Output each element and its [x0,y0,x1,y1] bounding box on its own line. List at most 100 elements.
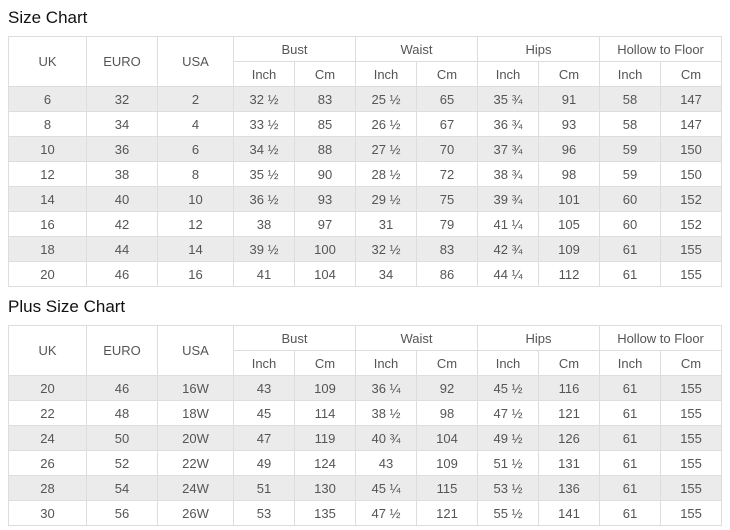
table-cell: 60 [599,186,662,212]
table-cell: 112 [538,261,601,287]
table-cell: 34 ½ [233,136,295,162]
table-cell: 39 ½ [233,236,295,262]
unit-header-waist-cm: Cm [416,61,479,87]
table-cell: 38 [233,211,295,237]
table-cell: 48 [86,400,158,426]
table-cell: 100 [293,236,357,262]
table-cell: 79 [416,211,479,237]
table-row: 30 56 26W 53 135 47 ½ 121 55 ½ 141 61 155 [8,500,723,526]
table-cell: 12 [8,161,87,187]
size-chart-table-body: 6 32 2 32 ½ 83 25 ½ 65 35 ¾ 91 58 147 8 34 4 33 ½ 85 26 … [8,86,723,287]
table-cell: 44 [86,236,158,262]
table-cell: 152 [660,186,723,212]
table-cell: 38 [86,161,158,187]
table-cell: 18W [157,400,234,426]
table-cell: 121 [416,500,479,526]
column-group-hips: Hips [477,36,601,62]
column-header-usa: USA [157,325,234,376]
table-cell: 59 [599,161,662,187]
table-cell: 109 [538,236,601,262]
table-cell: 31 [355,211,418,237]
column-header-usa: USA [157,36,234,87]
table-cell: 155 [660,236,723,262]
table-cell: 121 [538,400,601,426]
table-cell: 26 ½ [355,111,418,137]
column-header-uk: UK [8,36,87,87]
table-cell: 61 [599,475,662,501]
table-cell: 4 [157,111,234,137]
table-cell: 150 [660,161,723,187]
table-cell: 109 [416,450,479,476]
table-cell: 155 [660,450,723,476]
plus-size-chart-title: Plus Size Chart [8,297,126,316]
table-cell: 29 ½ [355,186,418,212]
table-cell: 28 ½ [355,161,418,187]
table-cell: 43 [355,450,418,476]
table-cell: 109 [293,375,357,401]
table-cell: 35 ¾ [477,86,540,112]
table-cell: 16 [157,261,234,287]
table-row: 14 40 10 36 ½ 93 29 ½ 75 39 ¾ 101 60 152 [8,186,723,212]
table-cell: 155 [660,375,723,401]
table-cell: 85 [293,111,357,137]
unit-header-waist-cm: Cm [416,350,479,376]
table-cell: 36 ½ [233,186,295,212]
table-cell: 155 [660,425,723,451]
plus-size-chart-table-body: 20 46 16W 43 109 36 ¼ 92 45 ½ 116 61 155 22 48 18W 45 1… [8,375,723,526]
table-cell: 45 [233,400,295,426]
table-cell: 40 [86,186,158,212]
unit-header-htf-inch: Inch [599,350,662,376]
table-row: 6 32 2 32 ½ 83 25 ½ 65 35 ¾ 91 58 147 [8,86,723,112]
table-cell: 41 ¼ [477,211,540,237]
table-cell: 35 ½ [233,161,295,187]
table-cell: 46 [86,261,158,287]
table-cell: 24W [157,475,234,501]
table-cell: 155 [660,500,723,526]
table-cell: 49 ½ [477,425,540,451]
header-row-groups: UK EURO USA Bust Waist Hips Hollow to Fl… [8,36,723,87]
table-cell: 116 [538,375,601,401]
column-header-euro: EURO [86,36,158,87]
table-cell: 32 ½ [233,86,295,112]
table-cell: 26W [157,500,234,526]
table-cell: 27 ½ [355,136,418,162]
table-cell: 14 [8,186,87,212]
table-cell: 101 [538,186,601,212]
table-cell: 33 ½ [233,111,295,137]
unit-header-htf-cm: Cm [660,350,723,376]
table-cell: 44 ¼ [477,261,540,287]
plus-size-chart-table-header: UK EURO USA Bust Waist Hips Hollow to Fl… [8,325,723,376]
table-cell: 61 [599,375,662,401]
unit-header-bust-inch: Inch [233,350,295,376]
table-cell: 38 ½ [355,400,418,426]
table-cell: 155 [660,475,723,501]
table-row: 26 52 22W 49 124 43 109 51 ½ 131 61 155 [8,450,723,476]
table-cell: 155 [660,400,723,426]
unit-header-hips-cm: Cm [538,61,601,87]
table-cell: 152 [660,211,723,237]
table-cell: 114 [293,400,357,426]
table-cell: 52 [86,450,158,476]
table-cell: 45 ¼ [355,475,418,501]
table-row: 28 54 24W 51 130 45 ¼ 115 53 ½ 136 61 155 [8,475,723,501]
table-cell: 22 [8,400,87,426]
table-cell: 70 [416,136,479,162]
unit-header-hips-inch: Inch [477,61,540,87]
table-cell: 36 [86,136,158,162]
table-cell: 104 [416,425,479,451]
table-row: 16 42 12 38 97 31 79 41 ¼ 105 60 152 [8,211,723,237]
table-cell: 26 [8,450,87,476]
unit-header-htf-cm: Cm [660,61,723,87]
table-cell: 2 [157,86,234,112]
unit-header-waist-inch: Inch [355,350,418,376]
table-cell: 53 ½ [477,475,540,501]
table-cell: 83 [293,86,357,112]
table-cell: 61 [599,450,662,476]
unit-header-bust-inch: Inch [233,61,295,87]
column-group-bust: Bust [232,325,357,351]
table-cell: 42 ¾ [477,236,540,262]
unit-header-bust-cm: Cm [293,61,357,87]
table-cell: 54 [86,475,158,501]
table-cell: 20W [157,425,234,451]
